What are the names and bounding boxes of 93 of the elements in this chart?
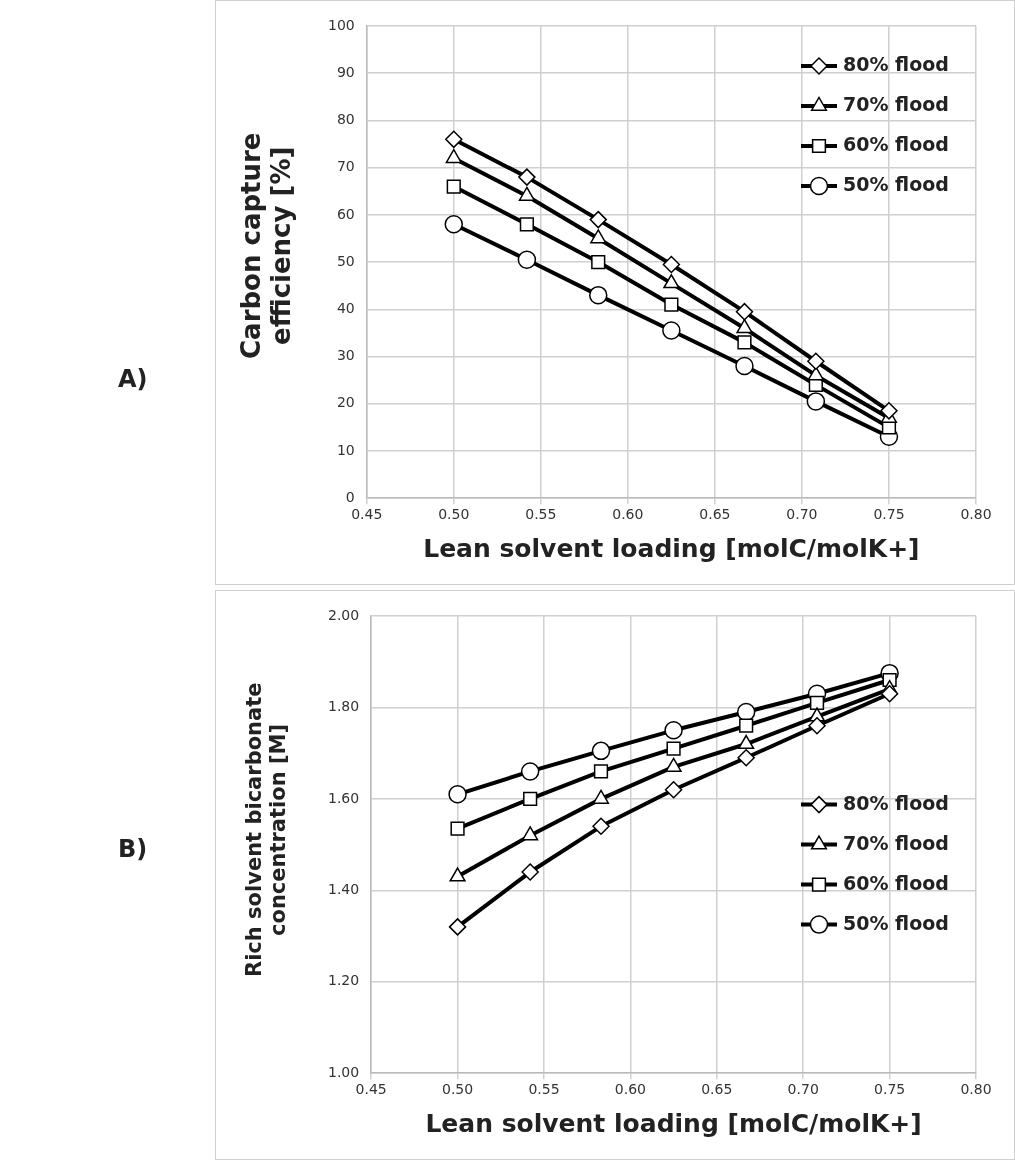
point	[662, 255, 681, 274]
point	[736, 702, 756, 722]
legend-label: 70% flood	[843, 92, 949, 115]
y-tick-label: 0	[345, 488, 355, 505]
y-tick-label: 30	[336, 347, 355, 364]
point	[880, 684, 899, 703]
legend-label: 70% flood	[843, 831, 949, 854]
legend-label: 80% flood	[843, 52, 949, 75]
legend-label: 50% flood	[843, 911, 949, 934]
point	[666, 741, 681, 756]
point	[519, 217, 534, 232]
x-tick-label: 0.60	[614, 1081, 646, 1098]
y-tick-label: 40	[336, 299, 355, 316]
point	[521, 863, 539, 881]
x-tick-label: 0.70	[786, 506, 818, 523]
point	[807, 352, 825, 371]
point	[735, 356, 754, 376]
point	[737, 748, 755, 767]
point	[591, 741, 611, 761]
point	[737, 335, 752, 350]
y-tick-label: 1.80	[328, 698, 360, 715]
y-tick-label: 1.00	[328, 1063, 360, 1080]
y-tick-label: 90	[336, 63, 355, 80]
x-tick-label: 0.45	[351, 506, 383, 523]
y-tick-label: 70	[336, 158, 355, 175]
point	[809, 695, 825, 710]
point	[735, 302, 754, 321]
legend-label: 60% flood	[843, 132, 949, 155]
legend-label: 80% flood	[843, 791, 949, 814]
legend-label: 60% flood	[843, 871, 949, 894]
y-tick-label: 20	[336, 394, 355, 411]
y-axis-title: Carbon capture efficiency [%]	[235, 131, 297, 362]
point	[450, 821, 465, 836]
point	[665, 757, 682, 772]
point	[663, 274, 680, 289]
text: A)	[118, 365, 148, 393]
x-tick-label: 0.55	[528, 1081, 560, 1098]
point	[522, 826, 539, 841]
x-tick-label: 0.80	[960, 1081, 992, 1098]
point	[806, 392, 826, 411]
y-axis-title: Rich solvent bicarbonate concentration [M]	[241, 681, 291, 980]
point	[739, 718, 754, 733]
point	[589, 285, 608, 305]
point	[592, 789, 610, 804]
point	[662, 321, 681, 340]
y-tick-label: 50	[336, 252, 355, 269]
point	[444, 215, 464, 234]
y-tick-label: 100	[327, 16, 355, 33]
point	[449, 867, 466, 882]
point	[664, 721, 683, 740]
point	[664, 780, 683, 799]
y-tick-label: 80	[336, 111, 355, 128]
y-tick-label: 1.20	[328, 972, 360, 989]
point	[445, 130, 463, 149]
point	[592, 817, 610, 836]
x-tick-label: 0.50	[441, 1081, 474, 1098]
point	[590, 229, 607, 244]
x-axis-title: Lean solvent loading [molC/molK+]	[423, 533, 920, 563]
point	[591, 254, 606, 270]
y-tick-label: 10	[336, 441, 355, 458]
x-axis-title: Lean solvent loading [molC/molK+]	[425, 1108, 922, 1138]
x-tick-label: 0.65	[699, 506, 731, 523]
y-tick-label: 60	[336, 205, 355, 222]
point	[589, 210, 607, 229]
point	[446, 179, 461, 194]
point	[448, 918, 467, 936]
point	[448, 785, 467, 804]
x-tick-label: 0.80	[960, 506, 992, 523]
point	[517, 250, 537, 269]
point	[736, 318, 753, 334]
point	[445, 148, 462, 164]
x-tick-label: 0.75	[873, 506, 905, 523]
x-tick-label: 0.45	[355, 1081, 387, 1098]
point	[664, 297, 679, 312]
x-tick-label: 0.70	[787, 1081, 819, 1098]
point	[880, 402, 898, 420]
y-tick-label: 1.60	[328, 789, 360, 806]
legend-label: 50% flood	[843, 172, 949, 195]
point	[518, 186, 535, 201]
x-tick-label: 0.55	[525, 506, 557, 523]
x-tick-label: 0.50	[438, 506, 470, 523]
point	[738, 734, 755, 750]
y-tick-label: 2.00	[328, 606, 360, 623]
point	[520, 762, 540, 781]
x-tick-label: 0.75	[874, 1081, 906, 1098]
x-tick-label: 0.65	[701, 1081, 733, 1098]
point	[518, 168, 536, 186]
y-tick-label: 1.40	[328, 880, 360, 897]
point	[808, 716, 826, 735]
text: B)	[118, 835, 148, 863]
point	[593, 764, 609, 779]
point	[523, 791, 538, 806]
x-tick-label: 0.60	[612, 506, 644, 523]
